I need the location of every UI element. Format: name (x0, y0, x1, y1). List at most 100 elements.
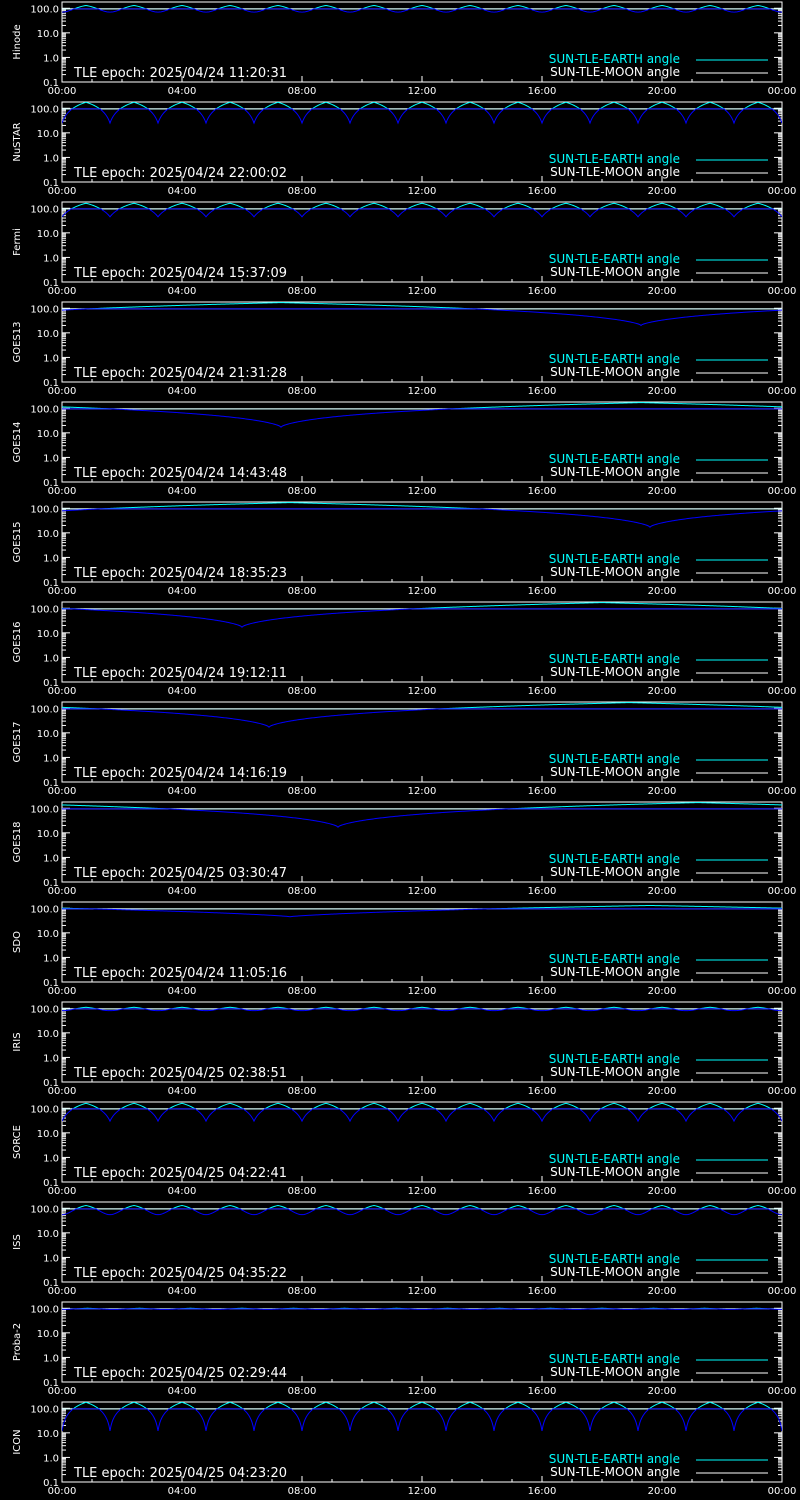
tle-epoch-label: TLE epoch: 2025/04/24 15:37:09 (73, 266, 287, 281)
legend-moon-label: SUN-TLE-MOON angle (550, 1265, 680, 1279)
legend-earth-label: SUN-TLE-EARTH angle (549, 1152, 680, 1166)
legend-earth-label: SUN-TLE-EARTH angle (549, 1352, 680, 1366)
x-tick-label: 08:00 (288, 686, 317, 697)
y-tick-label: 1.0 (43, 353, 59, 364)
legend-moon-label: SUN-TLE-MOON angle (550, 565, 680, 579)
satellite-panel-goes13: 0.1 1.0 10.0 100.0 00:00 04:00 08:00 12:00 16:00… (12, 301, 796, 397)
tle-epoch-label: TLE epoch: 2025/04/24 19:12:11 (73, 666, 287, 681)
x-tick-label: 12:00 (408, 1186, 437, 1197)
series-earth-angle-dip (62, 208, 782, 218)
satellite-label: ICON (12, 1429, 23, 1454)
x-tick-label: 12:00 (408, 486, 437, 497)
x-tick-label: 04:00 (168, 686, 197, 697)
legend-earth-label: SUN-TLE-EARTH angle (549, 152, 680, 166)
legend-moon-label: SUN-TLE-MOON angle (550, 1465, 680, 1479)
y-tick-label: 100.0 (30, 1004, 59, 1015)
x-tick-label: 16:00 (528, 1286, 557, 1297)
satellite-label: Fermi (12, 228, 23, 256)
x-tick-label: 00:00 (48, 1286, 77, 1297)
x-tick-label: 00:00 (48, 1386, 77, 1397)
series-earth-angle-dip (62, 1208, 782, 1216)
legend-earth-label: SUN-TLE-EARTH angle (549, 1252, 680, 1266)
series-earth-angle-dip (62, 8, 782, 13)
y-tick-label: 1.0 (43, 653, 59, 664)
y-tick-label: 10.0 (37, 629, 59, 640)
y-tick-label: 0.1 (43, 578, 59, 589)
x-tick-label: 00:00 (768, 1186, 797, 1197)
y-tick-label: 1.0 (43, 953, 59, 964)
tle-epoch-label: TLE epoch: 2025/04/25 02:29:44 (73, 1366, 287, 1381)
x-tick-label: 04:00 (168, 886, 197, 897)
x-tick-label: 20:00 (648, 786, 677, 797)
x-tick-label: 04:00 (168, 1486, 197, 1497)
x-tick-label: 12:00 (408, 786, 437, 797)
tle-epoch-label: TLE epoch: 2025/04/25 04:23:20 (73, 1466, 287, 1481)
satellite-label: NuSTAR (12, 122, 23, 161)
series-earth-angle-line (62, 4, 782, 10)
x-tick-label: 16:00 (528, 586, 557, 597)
series-earth-angle-line (62, 102, 782, 110)
legend-earth-label: SUN-TLE-EARTH angle (549, 1052, 680, 1066)
x-tick-label: 04:00 (168, 486, 197, 497)
x-tick-label: 04:00 (168, 1186, 197, 1197)
satellite-panel-goes15: 0.1 1.0 10.0 100.0 00:00 04:00 08:00 12:00 16:00… (12, 501, 797, 597)
x-tick-label: 12:00 (408, 386, 437, 397)
series-earth-angle-dip (62, 308, 782, 327)
legend-moon-label: SUN-TLE-MOON angle (550, 1365, 680, 1379)
y-tick-label: 10.0 (37, 429, 59, 440)
y-tick-label: 100.0 (30, 804, 59, 815)
x-tick-label: 04:00 (168, 386, 197, 397)
satellite-panel-nustar: 0.1 1.0 10.0 100.0 00:00 04:00 08:00 12:00 16:00… (12, 101, 796, 197)
x-tick-label: 12:00 (408, 1486, 437, 1497)
x-tick-label: 16:00 (528, 686, 557, 697)
x-tick-label: 00:00 (768, 1286, 797, 1297)
legend-moon-label: SUN-TLE-MOON angle (550, 865, 680, 879)
y-tick-label: 1.0 (43, 1453, 59, 1464)
x-tick-label: 20:00 (648, 1186, 677, 1197)
series-earth-angle-dip (62, 908, 782, 918)
x-tick-label: 16:00 (528, 1386, 557, 1397)
satellite-label: SDO (12, 931, 23, 953)
x-tick-label: 00:00 (768, 486, 797, 497)
x-tick-label: 12:00 (408, 186, 437, 197)
series-earth-angle-line (62, 602, 782, 610)
x-tick-label: 08:00 (288, 386, 317, 397)
y-tick-label: 0.1 (43, 1278, 59, 1289)
y-tick-label: 100.0 (30, 1304, 59, 1315)
series-earth-angle-dip (62, 1308, 782, 1310)
x-tick-label: 00:00 (768, 286, 797, 297)
x-tick-label: 12:00 (408, 886, 437, 897)
x-tick-label: 00:00 (48, 886, 77, 897)
satellite-label: GOES17 (12, 721, 23, 762)
legend-moon-label: SUN-TLE-MOON angle (550, 1065, 680, 1079)
x-tick-label: 04:00 (168, 1386, 197, 1397)
series-earth-angle-line (62, 1204, 782, 1210)
y-tick-label: 10.0 (37, 29, 59, 40)
tle-epoch-label: TLE epoch: 2025/04/25 02:38:51 (73, 1066, 287, 1081)
x-tick-label: 16:00 (528, 1086, 557, 1097)
x-tick-label: 00:00 (768, 86, 797, 97)
series-earth-angle-line (62, 302, 782, 310)
x-tick-label: 16:00 (528, 886, 557, 897)
x-tick-label: 08:00 (288, 586, 317, 597)
y-tick-label: 0.1 (43, 778, 59, 789)
y-tick-label: 0.1 (43, 478, 59, 489)
x-tick-label: 00:00 (48, 286, 77, 297)
x-tick-label: 08:00 (288, 286, 317, 297)
legend-moon-label: SUN-TLE-MOON angle (550, 765, 680, 779)
x-tick-label: 08:00 (288, 1186, 317, 1197)
x-tick-label: 20:00 (648, 86, 677, 97)
legend-earth-label: SUN-TLE-EARTH angle (549, 552, 680, 566)
x-tick-label: 08:00 (288, 186, 317, 197)
y-tick-label: 1.0 (43, 53, 59, 64)
x-tick-label: 16:00 (528, 86, 557, 97)
y-tick-label: 0.1 (43, 78, 59, 89)
legend-earth-label: SUN-TLE-EARTH angle (549, 452, 680, 466)
y-tick-label: 100.0 (30, 1204, 59, 1215)
x-tick-label: 00:00 (768, 586, 797, 597)
x-tick-label: 04:00 (168, 1086, 197, 1097)
series-earth-angle-dip (62, 608, 782, 628)
x-tick-label: 00:00 (48, 86, 77, 97)
x-tick-label: 12:00 (408, 1286, 437, 1297)
x-tick-label: 16:00 (528, 986, 557, 997)
